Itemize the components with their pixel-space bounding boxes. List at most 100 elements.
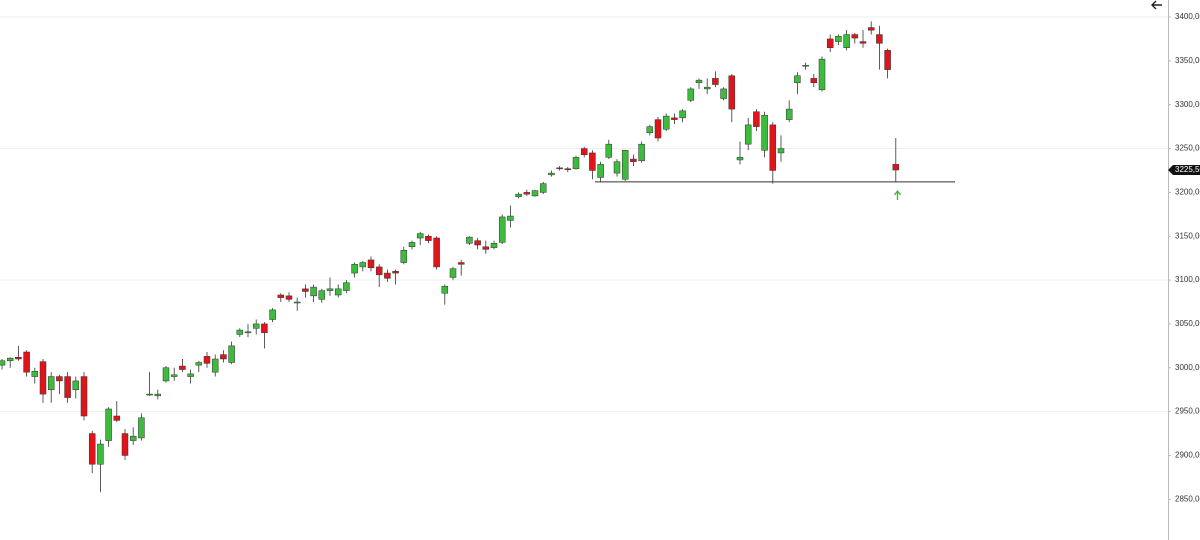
candle-body: [892, 164, 900, 171]
y-tick-label: 3350,00: [1175, 56, 1200, 65]
candle-body: [720, 88, 727, 99]
candle-body: [425, 235, 432, 241]
candle-body: [269, 309, 276, 320]
last-price-box: [1168, 165, 1200, 176]
candle-body: [679, 110, 686, 119]
candle-body: [23, 351, 30, 373]
candle-body: [244, 331, 252, 334]
candle-body: [285, 295, 293, 300]
candle-body: [326, 288, 334, 291]
candle-body: [802, 64, 809, 67]
candle-body: [72, 380, 80, 390]
candle-body: [211, 358, 219, 373]
candle-body: [293, 301, 301, 304]
candle-body: [638, 143, 645, 162]
candle-body: [236, 329, 244, 335]
y-tick-label: 3200,00: [1175, 188, 1200, 197]
candle-body: [818, 58, 826, 91]
candle-body: [318, 290, 326, 300]
y-tick-label: 3150,00: [1175, 231, 1200, 240]
candle-body: [15, 357, 22, 360]
candle-body: [392, 271, 399, 274]
candle-body: [687, 88, 695, 101]
candle-body: [64, 376, 71, 398]
candle-body: [88, 433, 96, 465]
candle-body: [0, 360, 6, 366]
candle-body: [548, 172, 555, 176]
candle-body: [195, 362, 203, 366]
candle-body: [170, 374, 178, 377]
candle-body: [859, 41, 867, 44]
candle-body: [507, 215, 514, 221]
candle-body: [31, 371, 39, 377]
candle-body: [408, 242, 416, 248]
candle-body: [712, 78, 719, 85]
y-tick-label: 3100,00: [1175, 275, 1200, 284]
candle-body: [785, 108, 793, 120]
candle-body: [621, 150, 629, 180]
candle-body: [47, 376, 55, 390]
candle-body: [56, 376, 63, 382]
candle-body: [203, 356, 211, 364]
candle-body: [769, 124, 777, 171]
candle-body: [220, 354, 227, 360]
candle-body: [777, 148, 785, 154]
candle-body: [474, 240, 481, 246]
candle-body: [851, 34, 859, 39]
candle-body: [736, 157, 744, 161]
candle-body: [80, 376, 88, 417]
candle-body: [753, 111, 760, 127]
candle-body: [97, 443, 104, 465]
candle-body: [121, 433, 129, 456]
y-tick-label: 3400,00: [1175, 12, 1200, 21]
candle-body: [605, 143, 613, 158]
candle-body: [277, 294, 285, 298]
candle-body: [695, 79, 703, 84]
y-tick-label: 3000,00: [1175, 363, 1200, 372]
y-tick-label: 3300,00: [1175, 100, 1200, 109]
candle-body: [416, 233, 424, 239]
candle-body: [261, 323, 268, 333]
candle-body: [515, 193, 522, 198]
candle-body: [728, 75, 736, 110]
candle-body: [490, 243, 498, 248]
candle-body: [466, 236, 473, 244]
candle-body: [400, 250, 408, 263]
candle-body: [572, 157, 580, 169]
candle-body: [162, 367, 170, 382]
candle-body: [646, 126, 654, 134]
back-arrow[interactable]: [1151, 0, 1162, 10]
candle-body: [580, 148, 588, 155]
candle-body: [334, 288, 342, 296]
last-price-label: 3225,50: [1175, 165, 1200, 174]
candle-body: [449, 268, 457, 278]
candle-body: [531, 190, 539, 197]
candle-body: [654, 119, 662, 139]
candle-body: [441, 285, 449, 294]
candle-body: [384, 272, 391, 279]
candle-body: [138, 417, 145, 439]
candle-body: [876, 34, 883, 44]
candle-body: [613, 161, 621, 174]
y-tick-label: 2850,00: [1175, 494, 1200, 503]
candle-body: [6, 357, 14, 362]
candle-body: [671, 117, 678, 120]
candle-body: [302, 288, 309, 292]
candle-body: [630, 158, 637, 162]
signal-arrow: [893, 189, 902, 200]
candle-body: [105, 408, 112, 441]
candle-body: [146, 393, 153, 396]
candle-body: [867, 27, 875, 31]
candle-body: [826, 38, 834, 48]
candle-body: [884, 50, 891, 70]
candle-body: [359, 262, 367, 268]
y-tick-label: 2900,00: [1175, 451, 1200, 460]
candle-body: [556, 167, 563, 170]
candle-body: [457, 262, 465, 265]
candle-body: [810, 78, 818, 84]
candle-body: [39, 361, 47, 395]
candle-body: [589, 152, 596, 171]
candle-body: [129, 435, 137, 441]
candle-body: [835, 36, 842, 42]
